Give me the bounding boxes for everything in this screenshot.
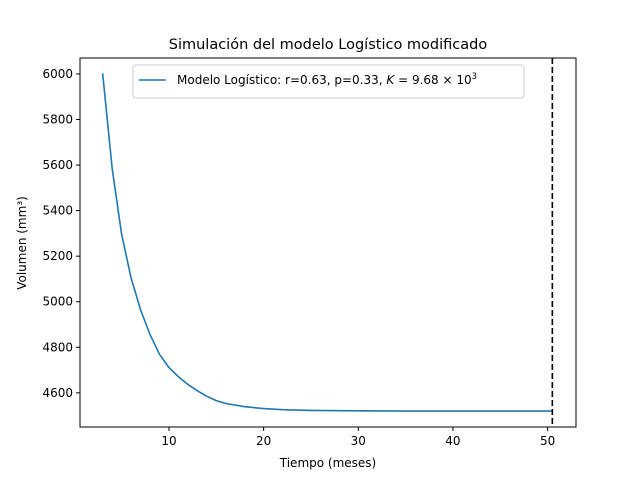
plot-area-frame (79, 57, 577, 428)
legend-k-value: = 9.68 × 10 (394, 73, 471, 87)
x-axis-label: Tiempo (meses) (279, 456, 376, 470)
y-axis-label: Volumen (mm³) (15, 196, 29, 290)
y-tick-label: 5800 (42, 113, 73, 127)
y-tick-label: 4600 (42, 386, 73, 400)
x-tick-label: 40 (445, 434, 460, 448)
y-tick-label: 5200 (42, 249, 73, 263)
y-tick-label: 5400 (42, 204, 73, 218)
x-tick-label: 50 (540, 434, 555, 448)
series-layer (101, 73, 554, 412)
legend-k-exponent: 3 (472, 72, 477, 82)
y-tick-label: 5000 (42, 295, 73, 309)
legend-k-symbol: K (386, 73, 395, 87)
legend: Modelo Logístico: r=0.63, p=0.33, K = 9.… (132, 64, 525, 99)
legend-box (132, 64, 525, 99)
legend-main-text: Modelo Logístico: r=0.63, p=0.33, (177, 73, 386, 87)
legend-entry: Modelo Logístico: r=0.63, p=0.33, K = 9.… (177, 72, 477, 87)
x-tick-label: 20 (256, 434, 271, 448)
chart-title: Simulación del modelo Logístico modifica… (169, 37, 488, 53)
x-axis: 10 20 30 40 50 (161, 427, 555, 448)
x-tick-label: 30 (351, 434, 366, 448)
x-tick-label: 10 (161, 434, 176, 448)
y-tick-label: 6000 (42, 67, 73, 81)
y-tick-label: 4800 (42, 340, 73, 354)
y-tick-label: 5600 (42, 158, 73, 172)
series-line (101, 73, 554, 412)
y-axis: 4600 4800 5000 5200 5400 5600 5800 6000 (42, 67, 80, 400)
